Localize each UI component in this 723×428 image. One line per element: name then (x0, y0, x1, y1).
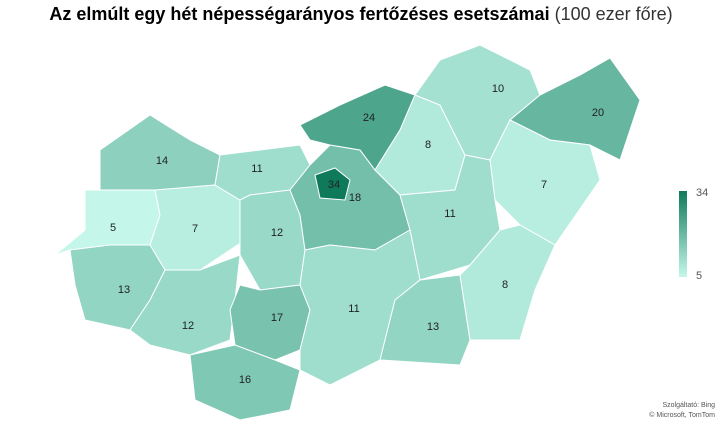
county-value: 12 (182, 320, 194, 332)
county-value: 13 (118, 284, 130, 296)
county-value: 20 (592, 107, 604, 119)
legend-gradient (679, 191, 687, 277)
county-value: 18 (349, 192, 361, 204)
county[interactable] (459, 224, 556, 341)
title-main: Az elmúlt egy hét népességarányos fertőz… (49, 4, 549, 24)
county-value: 17 (271, 312, 283, 324)
regions (54, 44, 641, 421)
county-value: 11 (348, 303, 359, 315)
county[interactable] (314, 167, 351, 201)
county[interactable] (239, 189, 306, 291)
legend-max: 34 (696, 187, 708, 199)
region-labels: 5 14 7 13 12 11 12 17 16 18 34 24 8 10 20 7 11 11 13 8 (110, 83, 604, 386)
county-value: 14 (156, 155, 168, 167)
county-value: 24 (363, 112, 375, 124)
county-value: 8 (502, 279, 508, 291)
county-value: 8 (425, 139, 431, 151)
county[interactable] (189, 344, 301, 421)
county-value: 11 (444, 208, 455, 220)
attribution: © Microsoft, TomTom (649, 411, 715, 419)
attribution: Szolgáltató: Bing (662, 402, 715, 409)
county[interactable] (99, 114, 221, 191)
county-value: 7 (541, 179, 547, 191)
county-value: 12 (271, 227, 283, 239)
title: Az elmúlt egy hét népességarányos fertőz… (49, 4, 672, 24)
county-value: 7 (192, 223, 198, 235)
title-unit: (100 ezer főre) (555, 4, 673, 24)
county-value: 13 (427, 321, 439, 333)
county-value: 5 (110, 222, 116, 234)
county-value: 34 (328, 179, 340, 191)
county[interactable] (489, 119, 601, 246)
county[interactable] (129, 254, 241, 356)
legend-min: 5 (696, 270, 702, 282)
county-value: 10 (492, 83, 504, 95)
county-value: 16 (239, 374, 251, 386)
county-value: 11 (251, 163, 262, 175)
